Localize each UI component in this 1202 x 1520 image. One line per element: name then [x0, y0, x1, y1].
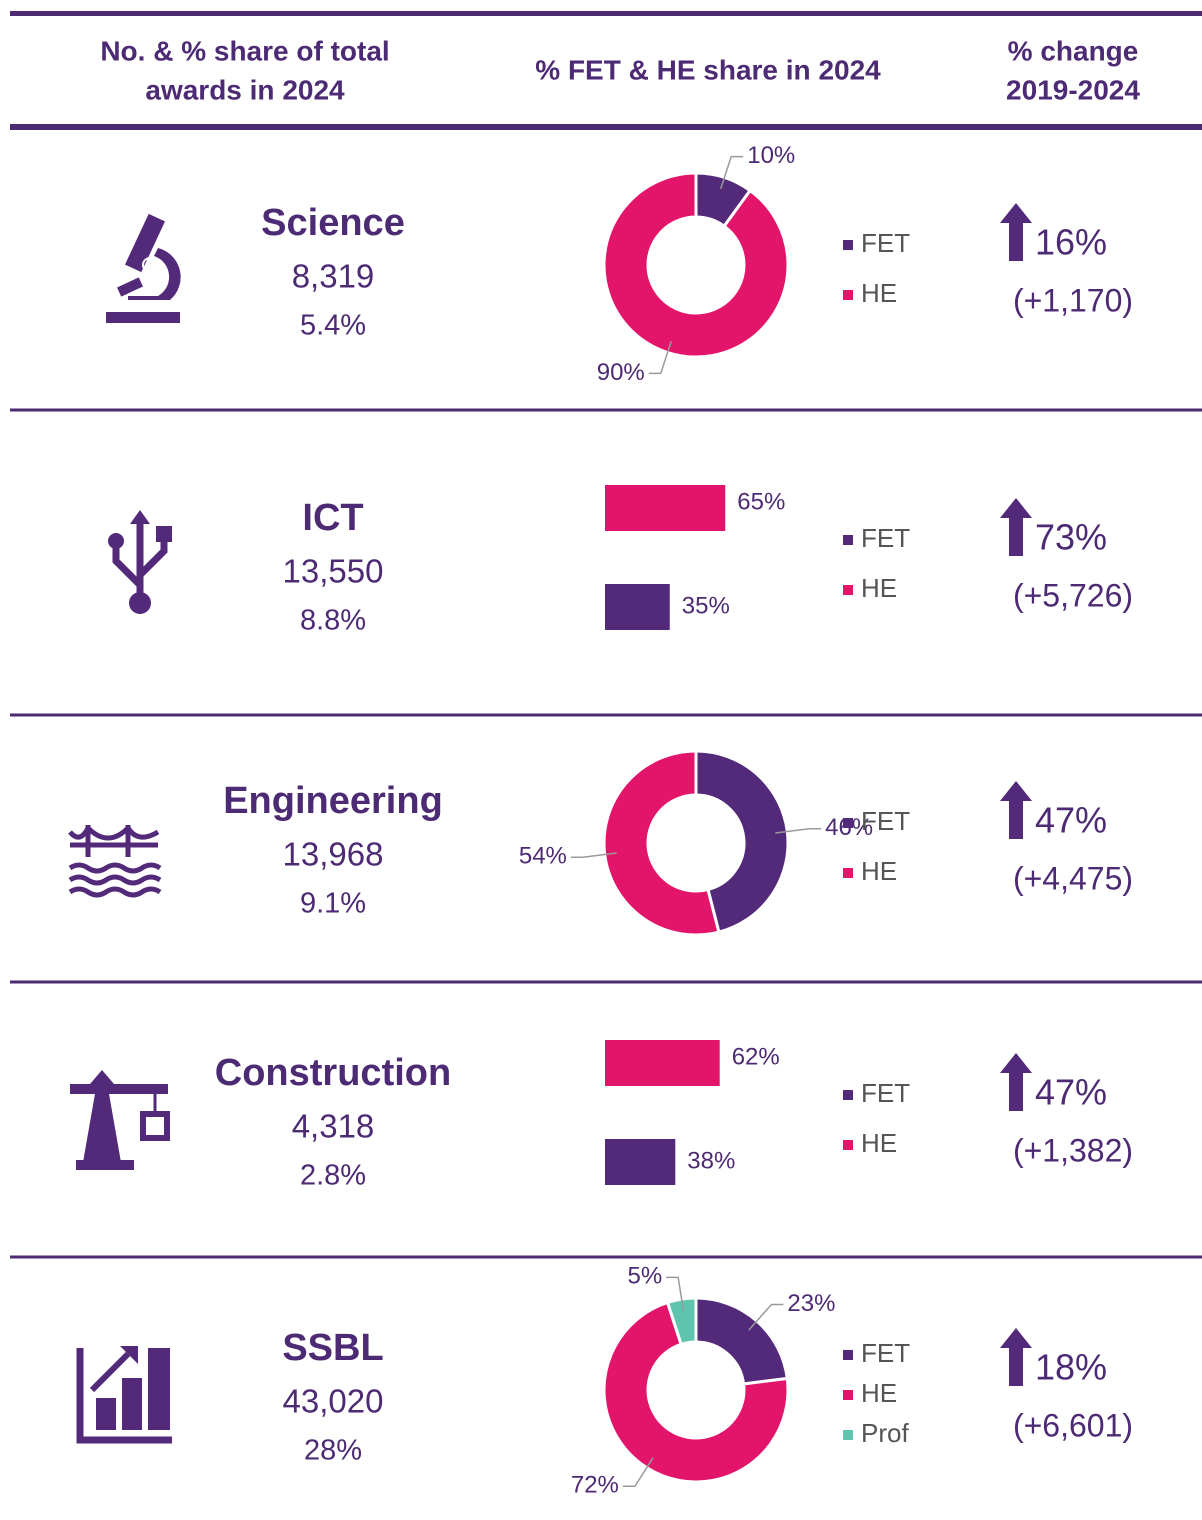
- row-separator: [10, 980, 1202, 984]
- field-name: Engineering: [223, 780, 443, 822]
- up-arrow: [1000, 203, 1032, 261]
- top-rule: [10, 11, 1202, 16]
- donut-slice: [665, 1296, 698, 1347]
- legend-swatch: [843, 1390, 853, 1400]
- change-percent: 47%: [1035, 800, 1107, 841]
- donut-slice: [602, 171, 790, 359]
- data-label: 65%: [737, 488, 785, 515]
- legend-swatch: [843, 240, 853, 250]
- field-name: Construction: [215, 1052, 451, 1094]
- change-absolute: (+5,726): [1013, 577, 1133, 613]
- award-count: 43,020: [283, 1383, 384, 1420]
- header-label: % FET & HE share in 2024: [535, 54, 881, 85]
- crane-icon: [70, 1070, 170, 1170]
- data-label: 38%: [687, 1147, 735, 1174]
- award-share: 8.8%: [300, 605, 366, 637]
- field-name: Science: [261, 202, 405, 244]
- up-arrow: [1000, 781, 1032, 839]
- legend-swatch: [843, 1350, 853, 1360]
- legend-swatch: [843, 1140, 853, 1150]
- legend-label: FET: [861, 1338, 910, 1368]
- legend-swatch: [843, 868, 853, 878]
- header-label: % change: [1008, 35, 1139, 66]
- donut-slice: [694, 749, 790, 934]
- bar: [605, 1139, 676, 1185]
- legend-label: HE: [861, 573, 897, 603]
- header-label: awards in 2024: [145, 74, 345, 105]
- leader-line: [622, 1457, 654, 1487]
- header-rule: [10, 124, 1202, 130]
- data-label: 54%: [519, 843, 567, 870]
- data-label: 10%: [747, 142, 795, 169]
- award-count: 8,319: [292, 258, 375, 295]
- row-separator: [10, 1255, 1202, 1259]
- data-label: 72%: [571, 1472, 619, 1499]
- data-label: 5%: [627, 1263, 662, 1290]
- award-share: 9.1%: [300, 888, 366, 920]
- award-share: 5.4%: [300, 310, 366, 342]
- legend-swatch: [843, 535, 853, 545]
- bar: [605, 584, 670, 630]
- legend-label: FET: [861, 523, 910, 553]
- legend-label: HE: [861, 278, 897, 308]
- change-percent: 18%: [1035, 1347, 1107, 1388]
- change-percent: 47%: [1035, 1072, 1107, 1113]
- legend-swatch: [843, 1430, 853, 1440]
- growth-chart-icon: [76, 1346, 172, 1444]
- donut-slice: [602, 749, 721, 937]
- data-label: 62%: [732, 1043, 780, 1070]
- legend-label: HE: [861, 1128, 897, 1158]
- change-percent: 16%: [1035, 222, 1107, 263]
- leader-line: [748, 1303, 784, 1331]
- data-label: 35%: [682, 592, 730, 619]
- award-count: 13,968: [283, 836, 384, 873]
- donut-slice: [602, 1300, 790, 1484]
- up-arrow: [1000, 1328, 1032, 1386]
- legend-swatch: [843, 290, 853, 300]
- row-separator: [10, 408, 1202, 412]
- award-count: 4,318: [292, 1108, 375, 1145]
- change-absolute: (+1,382): [1013, 1132, 1133, 1168]
- leader-line: [570, 852, 617, 859]
- legend-label: FET: [861, 806, 910, 836]
- legend-label: FET: [861, 228, 910, 258]
- leader-line: [648, 340, 672, 375]
- usb-icon: [108, 510, 172, 614]
- legend-swatch: [843, 585, 853, 595]
- bridge-icon: [68, 825, 162, 898]
- field-name: ICT: [302, 497, 363, 539]
- data-label: 90%: [597, 359, 645, 386]
- header-label: 2019-2024: [1006, 74, 1140, 105]
- microscope-icon: [106, 213, 181, 323]
- award-share: 2.8%: [300, 1160, 366, 1192]
- header-label: No. & % share of total: [100, 35, 389, 66]
- bar: [605, 485, 726, 531]
- change-absolute: (+1,170): [1013, 282, 1133, 318]
- leader-line: [720, 155, 744, 190]
- leader-line: [775, 827, 822, 834]
- legend-swatch: [843, 1090, 853, 1100]
- legend-label: HE: [861, 1378, 897, 1408]
- legend-label: HE: [861, 856, 897, 886]
- up-arrow: [1000, 498, 1032, 556]
- change-absolute: (+6,601): [1013, 1407, 1133, 1443]
- bar: [605, 1040, 720, 1086]
- data-label: 23%: [787, 1290, 835, 1317]
- legend-label: Prof: [861, 1418, 909, 1448]
- field-name: SSBL: [282, 1327, 383, 1369]
- donut-slice: [694, 1296, 789, 1386]
- leader-line: [666, 1276, 685, 1312]
- row-separator: [10, 713, 1202, 717]
- legend-label: FET: [861, 1078, 910, 1108]
- award-share: 28%: [304, 1435, 362, 1467]
- change-percent: 73%: [1035, 517, 1107, 558]
- change-absolute: (+4,475): [1013, 860, 1133, 896]
- legend-swatch: [843, 818, 853, 828]
- up-arrow: [1000, 1053, 1032, 1111]
- award-count: 13,550: [283, 553, 384, 590]
